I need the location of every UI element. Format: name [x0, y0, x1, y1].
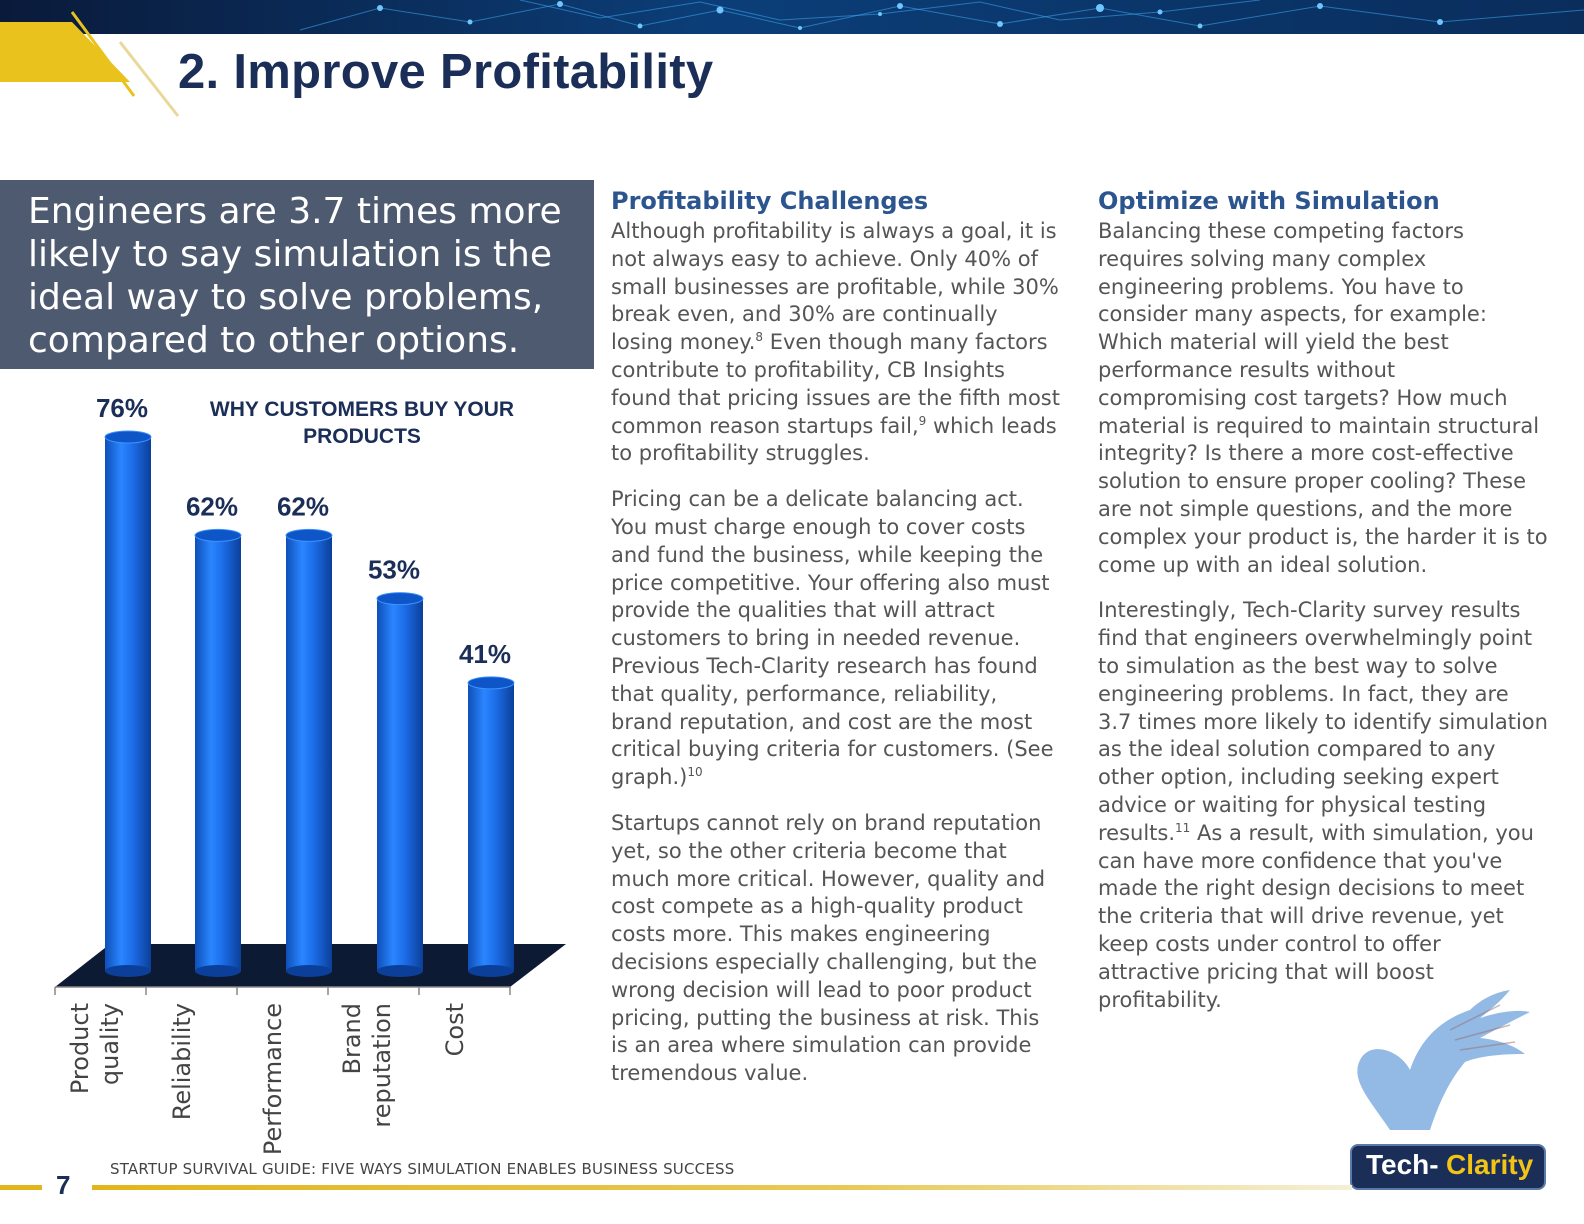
paragraph-text: Balancing these competing factors requir…: [1098, 219, 1548, 577]
category-label-line: Performance: [259, 1003, 287, 1155]
chart-value-labels: 76% 62% 62% 53% 41%: [96, 393, 511, 669]
chart-title-line: WHY CUSTOMERS BUY YOUR: [210, 398, 514, 421]
column-profitability-challenges: Profitability Challenges Although profit…: [611, 186, 1061, 1106]
bar-2: [194, 528, 242, 977]
category-label-line: Product: [66, 1003, 94, 1094]
bar-5: [467, 676, 515, 977]
category-label: Cost: [441, 1003, 469, 1056]
section-heading: Optimize with Simulation: [1098, 187, 1440, 215]
paragraph: Interestingly, Tech-Clarity survey resul…: [1098, 597, 1548, 1014]
callout-text: Engineers are 3.7 times more likely to s…: [28, 191, 562, 361]
bar-top: [104, 430, 152, 444]
bar-value-label: 62%: [277, 491, 329, 521]
logo-text-clarity: Clarity: [1446, 1149, 1534, 1180]
footer-rule: [92, 1185, 1352, 1190]
section-heading: Profitability Challenges: [611, 187, 929, 215]
gold-accent-shape: [0, 11, 180, 117]
footer-rule-left: [0, 1185, 42, 1190]
page-title: 2. Improve Profitability: [178, 45, 714, 99]
bar-base: [105, 965, 151, 977]
category-label-line: Cost: [441, 1003, 469, 1056]
bar-body: [105, 437, 151, 971]
chart-title: WHY CUSTOMERS BUY YOUR PRODUCTS: [210, 398, 514, 448]
bar-value-label: 53%: [368, 555, 420, 585]
bar-top: [467, 676, 515, 690]
callout-box: Engineers are 3.7 times more likely to s…: [0, 180, 594, 369]
category-label-line: quality: [96, 1003, 124, 1085]
bar-top: [194, 528, 242, 542]
paragraph-text: Interestingly, Tech-Clarity survey resul…: [1098, 598, 1548, 845]
page-number: 7: [56, 1170, 71, 1200]
chart-x-axis: Productquality Reliability Performance Bran…: [54, 987, 511, 1155]
category-label: Brandreputation: [338, 1003, 396, 1128]
footnote-ref: 9: [918, 413, 927, 428]
paragraph-text: Pricing can be a delicate balancing act.…: [611, 487, 1054, 790]
footnote-ref: 8: [755, 330, 764, 345]
chart-bars: [104, 430, 515, 977]
column-optimize-with-simulation: Optimize with Simulation Balancing these…: [1098, 186, 1548, 1032]
paragraph: Although profitability is always a goal,…: [611, 218, 1061, 468]
paragraph: Pricing can be a delicate balancing act.…: [611, 486, 1061, 792]
paragraph-text: Even though many factors contribute to p…: [611, 330, 1060, 438]
footnote-ref: 10: [687, 765, 703, 780]
category-label: Reliability: [168, 1003, 196, 1120]
header-banner: [0, 0, 1584, 34]
category-label-line: Brand: [338, 1003, 366, 1074]
bar-value-label: 62%: [186, 491, 238, 521]
category-label-line: Reliability: [168, 1003, 196, 1120]
griffin-logo-icon: [1357, 990, 1530, 1130]
bar-base: [377, 965, 423, 977]
network-pattern-decoration: [299, 0, 1584, 31]
bar-top: [285, 528, 333, 542]
logo-badge: [1350, 1144, 1546, 1190]
bar-body: [286, 535, 332, 971]
bar-top: [376, 592, 424, 606]
category-label-line: reputation: [368, 1003, 396, 1128]
bar-3: [285, 528, 333, 977]
category-label: Productquality: [66, 1003, 124, 1094]
paragraph-text: which leads to profitability struggles.: [611, 413, 1057, 466]
bar-body: [195, 535, 241, 971]
bar-value-label: 41%: [459, 639, 511, 669]
bar-base: [468, 965, 514, 977]
bar-body: [377, 598, 423, 971]
paragraph-text: Startups cannot rely on brand reputation…: [611, 810, 1046, 1086]
bar-body: [468, 682, 514, 971]
footnote-ref: 11: [1175, 820, 1191, 835]
category-label: Performance: [259, 1003, 287, 1155]
paragraph: Balancing these competing factors requir…: [1098, 218, 1548, 579]
bar-base: [195, 965, 241, 977]
bar-base: [286, 965, 332, 977]
logo-text-tech: Tech-: [1366, 1149, 1439, 1180]
chart-title-line: PRODUCTS: [303, 425, 421, 448]
bar-value-label: 76%: [96, 393, 148, 423]
paragraph-text: As a result, with simulation, you can ha…: [1098, 820, 1534, 1012]
bar-1: [104, 430, 152, 977]
paragraph: Startups cannot rely on brand reputation…: [611, 810, 1061, 1088]
paragraph-text: Although profitability is always a goal,…: [611, 219, 1059, 355]
bar-chart: WHY CUSTOMERS BUY YOUR PRODUCTS 76% 62% 62%…: [54, 393, 566, 1155]
bar-4: [376, 592, 424, 977]
running-footer-title: STARTUP SURVIVAL GUIDE: FIVE WAYS SIMULA…: [110, 1160, 735, 1178]
